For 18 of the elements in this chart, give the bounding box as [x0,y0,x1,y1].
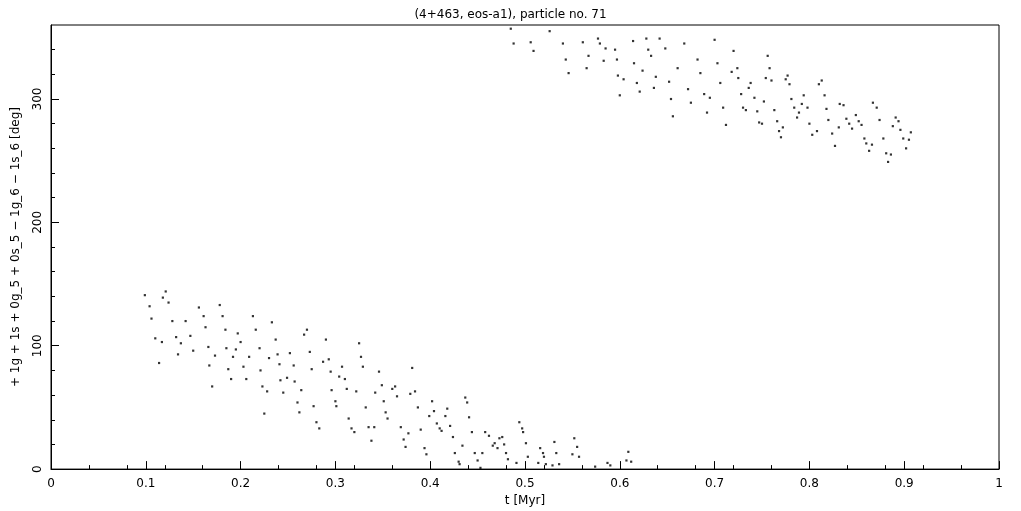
x-tick-label: 0.7 [705,476,725,491]
y-tick-label: 0 [30,465,44,473]
chart-title: (4+463, eos-a1), particle no. 71 [414,7,607,21]
x-tick-label: 0.9 [894,476,914,491]
x-tick-label: 0.5 [515,476,535,491]
y-axis-title: + 1g + 1s + 0g_5 + 0s_5 − 1g_6 − 1s_6 [deg] [8,107,22,388]
y-tick-label: 300 [30,87,44,111]
x-tick-label: 0.6 [610,476,630,491]
x-tick-label: 0 [47,476,55,491]
x-axis-title: t [Myr] [504,493,546,507]
x-tick-label: 0.4 [420,476,440,491]
x-tick-label: 0.3 [325,476,345,491]
x-tick-label: 0.8 [799,476,819,491]
x-tick-label: 0.1 [136,476,156,491]
y-tick-label: 200 [30,210,44,234]
x-tick-label: 0.2 [231,476,251,491]
y-tick-label: 100 [30,334,44,358]
x-tick-label: 1 [995,476,1003,491]
